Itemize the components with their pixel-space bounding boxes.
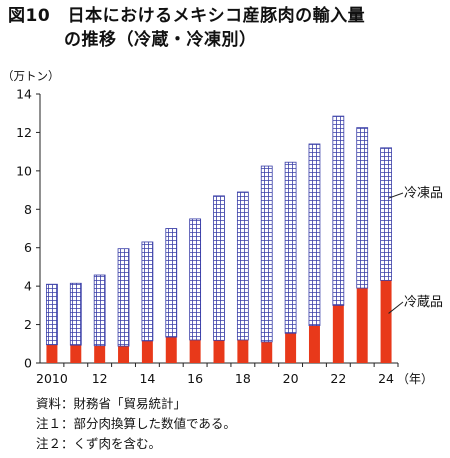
bar-chilled bbox=[70, 345, 82, 363]
bar-chilled bbox=[213, 340, 225, 363]
y-tick-label: 2 bbox=[24, 317, 32, 332]
y-tick-label: 6 bbox=[24, 240, 32, 255]
bar-chilled bbox=[237, 339, 249, 363]
bar-chilled bbox=[261, 341, 273, 363]
bar-frozen bbox=[165, 228, 178, 338]
x-tick-label: 16 bbox=[187, 371, 203, 386]
title-line1: 図10 日本におけるメキシコ産豚肉の輸入量 bbox=[8, 6, 366, 26]
bar-frozen bbox=[93, 274, 106, 347]
bar-frozen bbox=[356, 127, 369, 289]
bar-frozen bbox=[117, 248, 130, 347]
note-1: 注１：部分肉換算した数値である。 bbox=[36, 416, 236, 431]
legend-frozen-label: 冷凍品 bbox=[404, 185, 443, 201]
bar-frozen bbox=[69, 282, 82, 346]
y-tick-label: 8 bbox=[24, 202, 32, 217]
bar-chilled bbox=[189, 339, 201, 363]
bar-frozen bbox=[236, 191, 249, 341]
bar-frozen bbox=[284, 161, 297, 334]
notes: 資料：財務省「貿易統計」 注１：部分肉換算した数値である。 注２：くず肉を含む。 bbox=[36, 394, 236, 454]
x-tick-label: 2010 bbox=[36, 371, 68, 386]
bar-chilled bbox=[356, 288, 368, 363]
legend-chilled-label: 冷蔵品 bbox=[404, 295, 443, 310]
note-source: 資料：財務省「貿易統計」 bbox=[36, 396, 187, 411]
bar-chilled bbox=[46, 344, 58, 363]
y-tick-label: 0 bbox=[24, 356, 32, 371]
y-tick-label: 14 bbox=[16, 87, 32, 102]
y-unit-label: （万トン） bbox=[2, 69, 60, 83]
title-line2: の推移（冷蔵・冷凍別） bbox=[64, 30, 257, 50]
bar-frozen bbox=[308, 143, 321, 326]
x-tick-label: 22 bbox=[330, 371, 346, 386]
x-tick-label: 18 bbox=[235, 371, 251, 386]
x-tick-label: 24 bbox=[378, 371, 394, 386]
bar-frozen bbox=[380, 147, 392, 281]
bar-frozen bbox=[213, 195, 225, 341]
bar-chilled bbox=[94, 345, 106, 363]
bar-chilled bbox=[332, 305, 344, 363]
bar-frozen bbox=[46, 283, 58, 346]
y-tick-label: 10 bbox=[16, 163, 32, 178]
chart-title: 図10 日本におけるメキシコ産豚肉の輸入量 の推移（冷蔵・冷凍別） bbox=[8, 4, 365, 52]
bar-frozen bbox=[189, 218, 202, 341]
bar-chilled bbox=[380, 280, 392, 363]
leader-frozen bbox=[388, 192, 404, 199]
leader-chilled bbox=[388, 301, 404, 314]
bar-chilled bbox=[141, 340, 153, 363]
bar-frozen bbox=[260, 165, 273, 343]
bar-chilled bbox=[285, 333, 297, 363]
y-tick-label: 4 bbox=[24, 279, 32, 294]
bar-frozen bbox=[141, 241, 154, 342]
note-2: 注２：くず肉を含む。 bbox=[36, 436, 162, 451]
bar-frozen bbox=[332, 115, 345, 306]
x-tick-label: 14 bbox=[139, 371, 155, 386]
x-tick-label: 20 bbox=[283, 371, 299, 386]
x-tick-label: 12 bbox=[92, 371, 108, 386]
bar-chilled bbox=[308, 325, 320, 363]
bar-chilled bbox=[118, 346, 130, 363]
y-tick-label: 12 bbox=[16, 125, 32, 140]
x-unit-label: （年） bbox=[397, 372, 433, 386]
bar-chilled bbox=[165, 337, 177, 363]
